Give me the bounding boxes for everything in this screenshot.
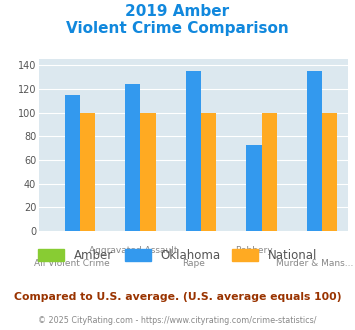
Bar — [201, 113, 216, 231]
Text: Violent Crime Comparison: Violent Crime Comparison — [66, 20, 289, 36]
Text: Compared to U.S. average. (U.S. average equals 100): Compared to U.S. average. (U.S. average … — [14, 292, 341, 302]
Text: 2019 Amber: 2019 Amber — [125, 4, 230, 19]
Text: Aggravated Assault: Aggravated Assault — [89, 246, 177, 255]
Text: © 2025 CityRating.com - https://www.cityrating.com/crime-statistics/: © 2025 CityRating.com - https://www.city… — [38, 316, 317, 325]
Bar — [141, 113, 155, 231]
Text: Robbery: Robbery — [235, 246, 273, 255]
Bar — [65, 95, 80, 231]
Bar — [125, 84, 141, 231]
Bar — [322, 113, 337, 231]
Text: Murder & Mans...: Murder & Mans... — [276, 259, 353, 268]
Bar — [307, 71, 322, 231]
Bar — [186, 71, 201, 231]
Bar — [262, 113, 277, 231]
Legend: Amber, Oklahoma, National: Amber, Oklahoma, National — [33, 244, 322, 266]
Text: All Violent Crime: All Violent Crime — [34, 259, 110, 268]
Text: Rape: Rape — [182, 259, 205, 268]
Bar — [246, 145, 262, 231]
Bar — [80, 113, 95, 231]
